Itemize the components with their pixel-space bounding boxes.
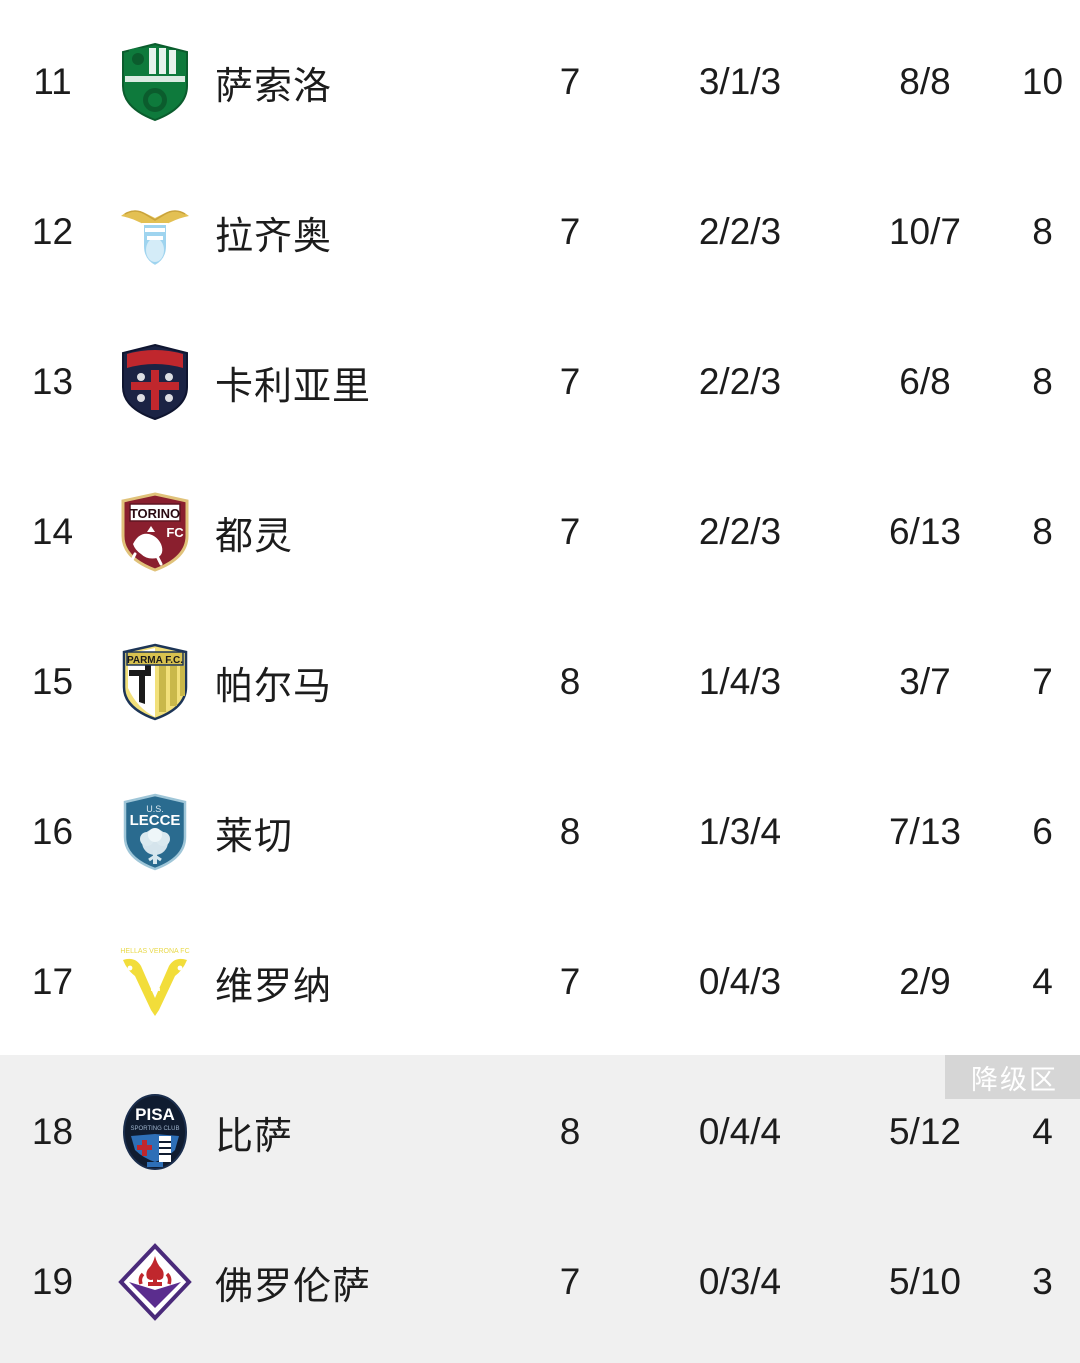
row-rank: 13	[31, 361, 74, 402]
row-points: 4	[1032, 1111, 1053, 1152]
row-team-name[interactable]: 拉齐奥	[215, 215, 333, 258]
row-win-draw-loss: 2/2/3	[698, 361, 782, 402]
row-goals-for-against: 3/7	[899, 661, 951, 702]
relegation-zone-label: 降级区	[971, 1064, 1058, 1095]
table-row[interactable]: 15 帕尔马 8 1/4/3 3/7 7	[0, 607, 1080, 757]
row-points: 4	[1032, 961, 1053, 1002]
lecce-crest	[105, 792, 205, 872]
table-row[interactable]: 11 萨索洛 7 3/1/3 8/8 10	[0, 7, 1080, 157]
relegation-zone-band	[0, 1055, 1080, 1363]
table-row[interactable]: 19 佛罗伦萨 7 0/3/4 5/10 3	[0, 1207, 1080, 1357]
relegation-zone-badge: 降级区	[945, 1055, 1080, 1099]
row-matches-played: 8	[559, 661, 581, 702]
table-row[interactable]: 12 拉齐奥 7 2/2/3 10/7 8	[0, 157, 1080, 307]
row-rank: 16	[31, 811, 74, 852]
row-matches-played: 7	[559, 961, 581, 1002]
row-matches-played: 7	[559, 1261, 581, 1302]
row-team-name[interactable]: 萨索洛	[215, 65, 333, 108]
row-team-name[interactable]: 卡利亚里	[215, 365, 372, 408]
row-team-name[interactable]: 比萨	[215, 1115, 294, 1158]
fiorentina-crest	[105, 1242, 205, 1322]
row-win-draw-loss: 0/4/4	[698, 1111, 782, 1152]
row-goals-for-against: 8/8	[899, 61, 951, 102]
row-team-name[interactable]: 帕尔马	[215, 665, 333, 708]
table-row[interactable]: 14 都灵 7 2/2/3 6/13 8	[0, 457, 1080, 607]
row-matches-played: 7	[559, 61, 581, 102]
table-row[interactable]: 16 莱切 8 1/3/4 7/13 6	[0, 757, 1080, 907]
row-matches-played: 7	[559, 211, 581, 252]
table-row[interactable]: 13 卡利亚里 7 2/2/3 6/8 8	[0, 307, 1080, 457]
row-win-draw-loss: 3/1/3	[698, 61, 782, 102]
row-rank: 14	[31, 511, 74, 552]
row-goals-for-against: 6/8	[899, 361, 951, 402]
table-row[interactable]: 18 比萨 8 0/4/4 5/12 4	[0, 1057, 1080, 1207]
row-points: 7	[1032, 661, 1053, 702]
row-rank: 12	[31, 211, 74, 252]
row-team-name[interactable]: 莱切	[215, 815, 294, 858]
row-rank: 11	[33, 61, 72, 102]
row-goals-for-against: 2/9	[899, 961, 951, 1002]
lazio-crest	[105, 192, 205, 272]
row-points: 3	[1032, 1261, 1053, 1302]
row-win-draw-loss: 2/2/3	[698, 511, 782, 552]
row-win-draw-loss: 0/3/4	[698, 1261, 782, 1302]
pisa-crest	[105, 1092, 205, 1172]
row-goals-for-against: 10/7	[888, 211, 961, 252]
row-team-name[interactable]: 都灵	[215, 515, 294, 558]
row-points: 8	[1032, 211, 1053, 252]
torino-crest	[105, 492, 205, 572]
row-goals-for-against: 7/13	[888, 811, 961, 852]
row-rank: 15	[31, 661, 74, 702]
row-rank: 19	[31, 1261, 74, 1302]
row-team-name[interactable]: 维罗纳	[215, 965, 333, 1008]
parma-crest	[105, 642, 205, 722]
row-goals-for-against: 6/13	[888, 511, 961, 552]
row-win-draw-loss: 2/2/3	[698, 211, 782, 252]
row-matches-played: 8	[559, 1111, 581, 1152]
row-points: 8	[1032, 511, 1053, 552]
row-win-draw-loss: 0/4/3	[698, 961, 782, 1002]
row-matches-played: 7	[559, 361, 581, 402]
row-matches-played: 8	[559, 811, 581, 852]
sassuolo-crest	[105, 42, 205, 122]
verona-crest	[105, 942, 205, 1022]
row-win-draw-loss: 1/3/4	[698, 811, 782, 852]
row-matches-played: 7	[559, 511, 581, 552]
row-points: 6	[1032, 811, 1053, 852]
row-points: 10	[1021, 61, 1064, 102]
row-rank: 18	[31, 1111, 74, 1152]
row-points: 8	[1032, 361, 1053, 402]
row-rank: 17	[31, 961, 74, 1002]
table-row[interactable]: 17 维罗纳 7 0/4/3 2/9 4	[0, 907, 1080, 1057]
row-team-name[interactable]: 佛罗伦萨	[215, 1265, 372, 1308]
row-win-draw-loss: 1/4/3	[698, 661, 782, 702]
row-goals-for-against: 5/12	[888, 1111, 961, 1152]
cagliari-crest	[105, 342, 205, 422]
row-goals-for-against: 5/10	[888, 1261, 961, 1302]
